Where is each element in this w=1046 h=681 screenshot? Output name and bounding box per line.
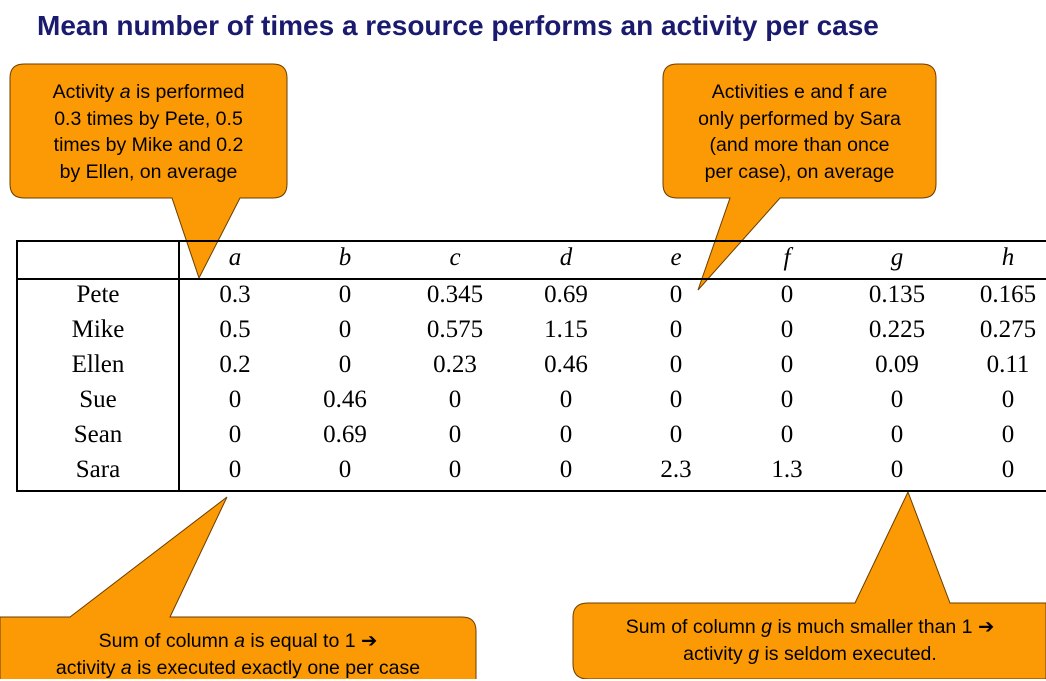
table-cell: 0.135 <box>847 280 947 310</box>
table-cell: 0 <box>185 420 285 450</box>
table-cell: 0 <box>737 350 837 380</box>
table-cell: 0.09 <box>847 350 947 380</box>
callout-line: Sum of column a is equal to 1 ➔ <box>0 628 476 655</box>
column-header-e: e <box>626 243 726 273</box>
column-header-a: a <box>185 243 285 273</box>
callout-line: 0.3 times by Pete, 0.5 <box>10 106 287 133</box>
column-header-h: h <box>958 243 1046 273</box>
column-header-b: b <box>295 243 395 273</box>
row-name-sean: Sean <box>23 420 173 450</box>
callout-bottom-left: Sum of column a is equal to 1 ➔ activity… <box>0 628 476 681</box>
table-cell: 0 <box>847 420 947 450</box>
table-cell: 0.165 <box>958 280 1046 310</box>
column-header-f: f <box>737 243 837 273</box>
callout-line: only performed by Sara <box>663 106 936 133</box>
callout-line: per case), on average <box>663 159 936 186</box>
table-bottom-rule <box>16 490 1046 492</box>
row-name-pete: Pete <box>23 280 173 310</box>
table-cell: 0 <box>295 280 395 310</box>
table-cell: 0 <box>295 315 395 345</box>
column-header-g: g <box>847 243 947 273</box>
table-cell: 0 <box>185 455 285 485</box>
table-cell: 0 <box>405 455 505 485</box>
table-cell: 0.46 <box>516 350 616 380</box>
table-cell: 0 <box>626 385 726 415</box>
table-name-column-rule <box>178 240 180 492</box>
table-cell: 0 <box>737 280 837 310</box>
callout-top-left: Activity a is performed 0.3 times by Pet… <box>10 79 287 185</box>
table-cell: 0 <box>958 455 1046 485</box>
callout-top-right: Activities e and f are only performed by… <box>663 79 936 185</box>
row-name-sara: Sara <box>23 455 173 485</box>
table-cell: 0 <box>185 385 285 415</box>
table-cell: 0 <box>737 385 837 415</box>
callout-line: Activities e and f are <box>663 79 936 106</box>
table-cell: 0.11 <box>958 350 1046 380</box>
row-name-sue: Sue <box>23 385 173 415</box>
table-cell: 0 <box>516 385 616 415</box>
table-cell: 0 <box>737 315 837 345</box>
table-cell: 0.275 <box>958 315 1046 345</box>
callout-bottom-right: Sum of column g is much smaller than 1 ➔… <box>580 614 1040 667</box>
callout-line: activity a is executed exactly one per c… <box>0 655 476 681</box>
table-cell: 0 <box>626 350 726 380</box>
table-cell: 0.345 <box>405 280 505 310</box>
table-cell: 0 <box>626 315 726 345</box>
table-cell: 0 <box>847 455 947 485</box>
table-cell: 0 <box>958 420 1046 450</box>
callout-line: times by Mike and 0.2 <box>10 132 287 159</box>
table-cell: 0.5 <box>185 315 285 345</box>
table-cell: 1.15 <box>516 315 616 345</box>
table-cell: 0.69 <box>295 420 395 450</box>
table-cell: 0 <box>958 385 1046 415</box>
table-cell: 0 <box>626 280 726 310</box>
table-top-rule <box>16 240 1046 242</box>
table-cell: 0 <box>295 350 395 380</box>
callout-line: (and more than once <box>663 132 936 159</box>
table-cell: 0 <box>516 420 616 450</box>
table-cell: 0.69 <box>516 280 616 310</box>
table-cell: 0 <box>405 420 505 450</box>
table-cell: 0 <box>737 420 837 450</box>
column-header-c: c <box>405 243 505 273</box>
callout-line: activity g is seldom executed. <box>580 641 1040 668</box>
callout-line: Activity a is performed <box>10 79 287 106</box>
table-cell: 0.46 <box>295 385 395 415</box>
table-cell: 0 <box>516 455 616 485</box>
table-left-rule <box>16 240 18 492</box>
table-cell: 0.23 <box>405 350 505 380</box>
table-cell: 0.225 <box>847 315 947 345</box>
table-cell: 0 <box>847 385 947 415</box>
callout-line: Sum of column g is much smaller than 1 ➔ <box>580 614 1040 641</box>
callout-line: by Ellen, on average <box>10 159 287 186</box>
table-cell: 0.575 <box>405 315 505 345</box>
row-name-ellen: Ellen <box>23 350 173 380</box>
table-cell: 0.3 <box>185 280 285 310</box>
column-header-d: d <box>516 243 616 273</box>
table-cell: 1.3 <box>737 455 837 485</box>
row-name-mike: Mike <box>23 315 173 345</box>
table-cell: 2.3 <box>626 455 726 485</box>
table-cell: 0 <box>295 455 395 485</box>
table-cell: 0 <box>626 420 726 450</box>
table-cell: 0.2 <box>185 350 285 380</box>
table-cell: 0 <box>405 385 505 415</box>
